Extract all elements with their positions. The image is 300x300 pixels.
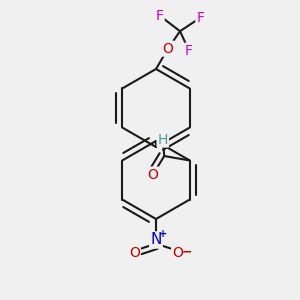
Text: O: O (129, 246, 140, 260)
Text: O: O (147, 168, 158, 182)
Text: N: N (150, 232, 162, 247)
Text: O: O (163, 42, 173, 56)
Text: F: F (156, 9, 164, 22)
Text: F: F (196, 11, 204, 25)
Text: O: O (172, 246, 183, 260)
Text: F: F (185, 44, 193, 58)
Text: +: + (158, 229, 167, 239)
Text: −: − (181, 245, 192, 259)
Text: H: H (158, 133, 168, 146)
